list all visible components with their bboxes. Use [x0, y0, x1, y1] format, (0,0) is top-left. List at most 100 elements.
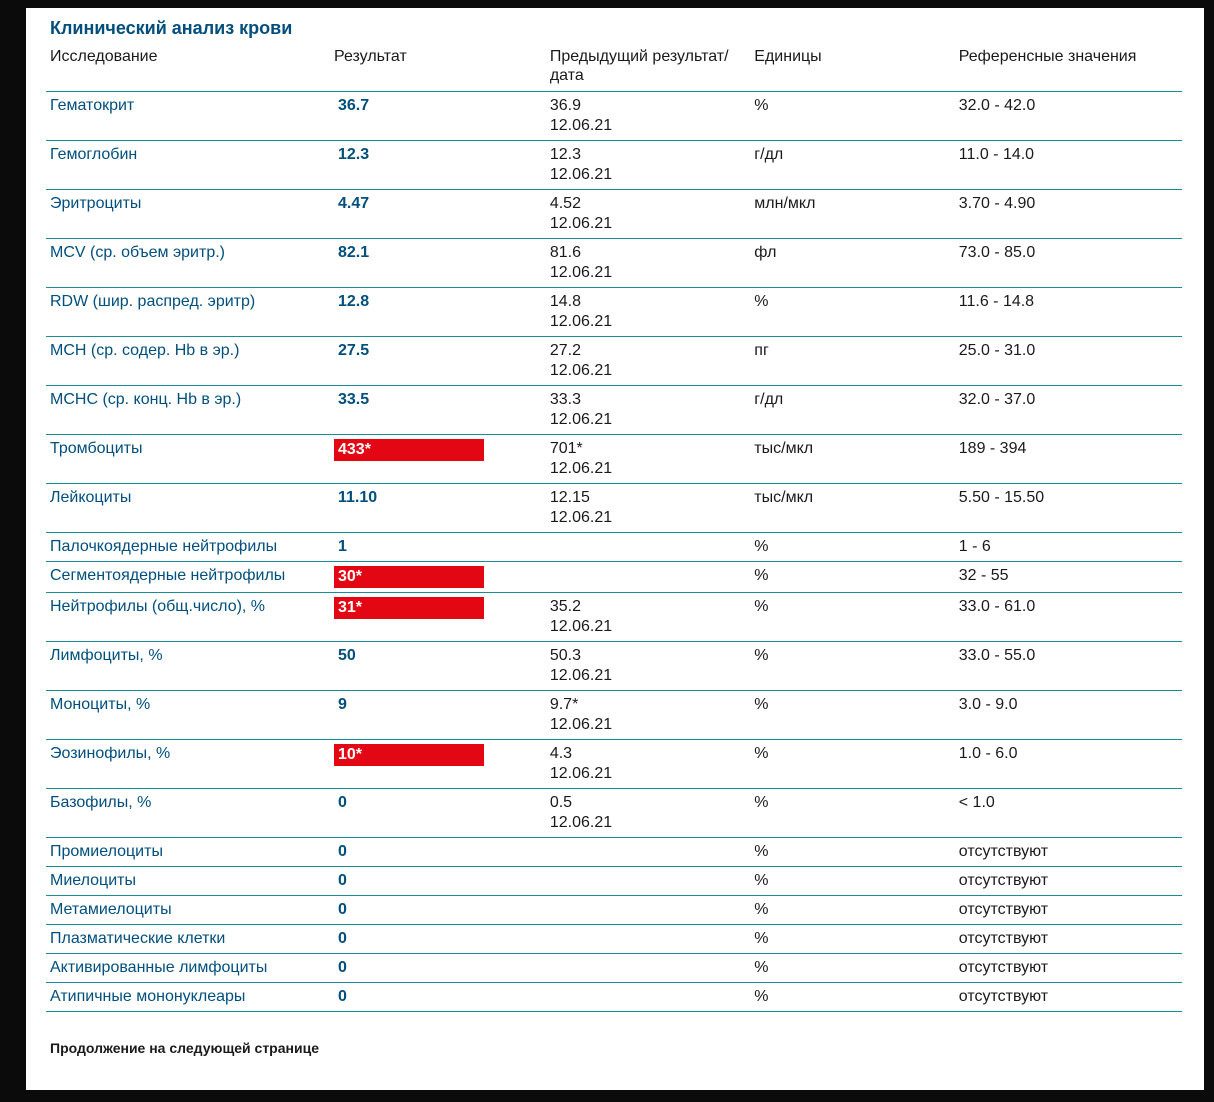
table-header-row: Исследование Результат Предыдущий резуль… — [46, 43, 1182, 92]
table-row: Эозинофилы, %10*4.312.06.21%1.0 - 6.0 — [46, 740, 1182, 789]
cell-previous — [546, 896, 750, 925]
cell-result: 10* — [330, 740, 546, 789]
result-value: 36.7 — [334, 96, 373, 116]
cell-previous: 81.612.06.21 — [546, 239, 750, 288]
cell-units: % — [750, 92, 954, 141]
previous-value: 14.8 — [550, 293, 581, 310]
result-value: 33.5 — [334, 390, 373, 410]
cell-previous — [546, 925, 750, 954]
cell-reference: отсутствуют — [955, 925, 1182, 954]
section-title: Клинический анализ крови — [50, 18, 1182, 39]
cell-previous: 701* 12.06.21 — [546, 435, 750, 484]
cell-units: % — [750, 562, 954, 593]
result-value: 50 — [334, 646, 360, 666]
previous-value: 33.3 — [550, 391, 581, 408]
cell-test-name: Плазматические клетки — [46, 925, 330, 954]
result-value: 0 — [334, 793, 351, 813]
cell-previous: 12.1512.06.21 — [546, 484, 750, 533]
page-wrap: Клинический анализ крови Исследование Ре… — [0, 0, 1214, 1102]
cell-test-name: Гематокрит — [46, 92, 330, 141]
cell-reference: отсутствуют — [955, 896, 1182, 925]
cell-test-name: MCH (ср. содер. Hb в эр.) — [46, 337, 330, 386]
cell-reference: 25.0 - 31.0 — [955, 337, 1182, 386]
cell-reference: 1.0 - 6.0 — [955, 740, 1182, 789]
previous-value: 81.6 — [550, 244, 581, 261]
cell-test-name: MCHC (ср. конц. Hb в эр.) — [46, 386, 330, 435]
cell-result: 0 — [330, 983, 546, 1012]
result-flagged: 31* — [334, 597, 484, 619]
cell-result: 12.8 — [330, 288, 546, 337]
cell-units: % — [750, 642, 954, 691]
cell-test-name: RDW (шир. распред. эритр) — [46, 288, 330, 337]
cell-result: 33.5 — [330, 386, 546, 435]
report-paper: Клинический анализ крови Исследование Ре… — [26, 8, 1204, 1090]
cell-test-name: Эритроциты — [46, 190, 330, 239]
cell-previous: 4.5212.06.21 — [546, 190, 750, 239]
cell-result: 0 — [330, 896, 546, 925]
previous-value: 36.9 — [550, 97, 581, 114]
table-row: Промиелоциты0%отсутствуют — [46, 838, 1182, 867]
cell-result: 0 — [330, 925, 546, 954]
result-value: 11.10 — [334, 488, 381, 508]
cell-result: 82.1 — [330, 239, 546, 288]
cell-previous — [546, 983, 750, 1012]
table-row: Плазматические клетки0%отсутствуют — [46, 925, 1182, 954]
cell-test-name: Лейкоциты — [46, 484, 330, 533]
previous-value: 4.3 — [550, 745, 572, 762]
cell-units: % — [750, 983, 954, 1012]
cell-result: 4.47 — [330, 190, 546, 239]
cell-test-name: Эозинофилы, % — [46, 740, 330, 789]
cell-test-name: Миелоциты — [46, 867, 330, 896]
previous-date: 12.06.21 — [550, 764, 746, 784]
cell-result: 36.7 — [330, 92, 546, 141]
cell-previous: 50.312.06.21 — [546, 642, 750, 691]
cell-test-name: Тромбоциты — [46, 435, 330, 484]
result-value: 0 — [334, 929, 351, 949]
cell-units: % — [750, 691, 954, 740]
cell-units: % — [750, 288, 954, 337]
result-value: 12.8 — [334, 292, 373, 312]
previous-date: 12.06.21 — [550, 715, 746, 735]
result-value: 27.5 — [334, 341, 373, 361]
cell-units: % — [750, 838, 954, 867]
cell-test-name: Палочкоядерные нейтрофилы — [46, 533, 330, 562]
cell-result: 0 — [330, 838, 546, 867]
cell-result: 433* — [330, 435, 546, 484]
previous-date: 12.06.21 — [550, 214, 746, 234]
table-row: MCHC (ср. конц. Hb в эр.)33.533.312.06.2… — [46, 386, 1182, 435]
cell-units: % — [750, 533, 954, 562]
cell-result: 1 — [330, 533, 546, 562]
cell-test-name: Моноциты, % — [46, 691, 330, 740]
cell-result: 27.5 — [330, 337, 546, 386]
cell-reference: 32 - 55 — [955, 562, 1182, 593]
result-value: 4.47 — [334, 194, 373, 214]
cell-units: % — [750, 867, 954, 896]
previous-value: 35.2 — [550, 598, 581, 615]
col-header-units: Единицы — [750, 43, 954, 92]
cell-test-name: Гемоглобин — [46, 141, 330, 190]
previous-value: 701* — [550, 440, 583, 457]
result-flagged: 10* — [334, 744, 484, 766]
col-header-name: Исследование — [46, 43, 330, 92]
cell-units: % — [750, 789, 954, 838]
cell-test-name: Метамиелоциты — [46, 896, 330, 925]
cell-result: 0 — [330, 867, 546, 896]
cell-test-name: Нейтрофилы (общ.число), % — [46, 593, 330, 642]
previous-date: 12.06.21 — [550, 459, 746, 479]
col-header-result: Результат — [330, 43, 546, 92]
cell-previous — [546, 954, 750, 983]
cell-reference: отсутствуют — [955, 838, 1182, 867]
previous-date: 12.06.21 — [550, 617, 746, 637]
cell-units: тыс/мкл — [750, 435, 954, 484]
cell-reference: 3.0 - 9.0 — [955, 691, 1182, 740]
table-row: Активированные лимфоциты0%отсутствуют — [46, 954, 1182, 983]
result-value: 0 — [334, 987, 351, 1007]
cell-test-name: MCV (ср. объем эритр.) — [46, 239, 330, 288]
cell-units: г/дл — [750, 141, 954, 190]
cell-reference: 32.0 - 37.0 — [955, 386, 1182, 435]
cell-result: 31* — [330, 593, 546, 642]
cell-previous — [546, 867, 750, 896]
table-row: Палочкоядерные нейтрофилы1%1 - 6 — [46, 533, 1182, 562]
cell-result: 0 — [330, 789, 546, 838]
cell-reference: 5.50 - 15.50 — [955, 484, 1182, 533]
